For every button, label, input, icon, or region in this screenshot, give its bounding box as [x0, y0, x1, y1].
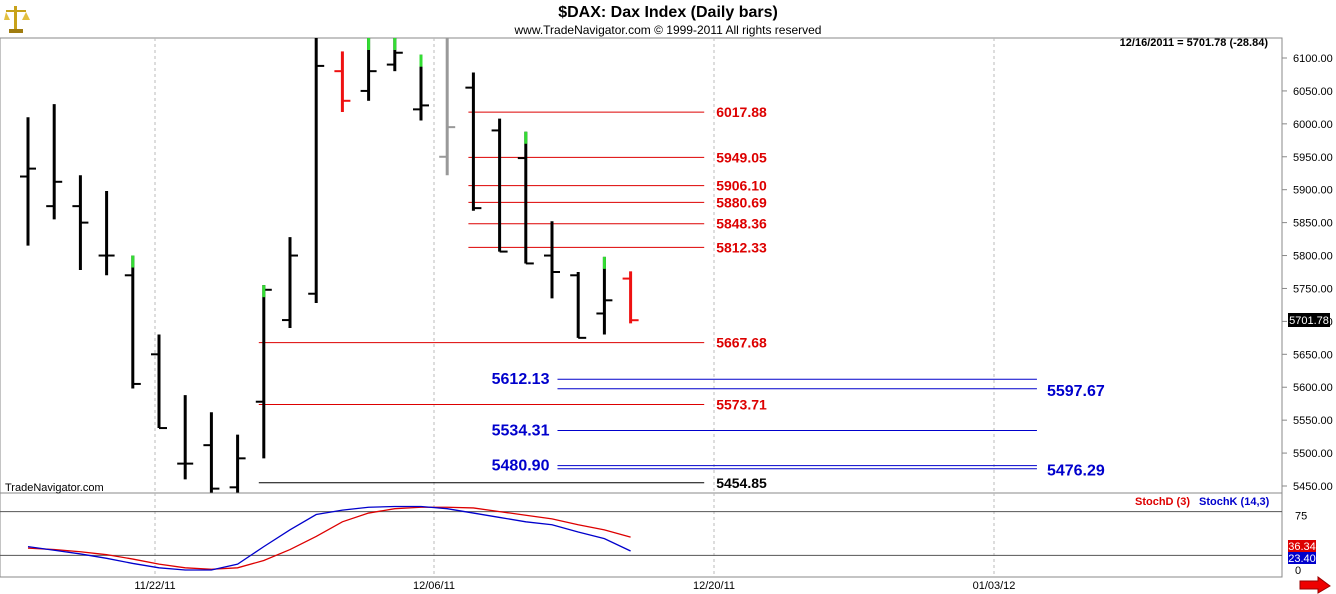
- y-tick-label: 5650.00: [1293, 349, 1333, 361]
- x-tick-label: 01/03/12: [973, 580, 1016, 592]
- y-tick-label: 5600.00: [1293, 382, 1333, 394]
- stoch-y-tick-label: 75: [1295, 510, 1307, 522]
- y-tick-label: 6100.00: [1293, 53, 1333, 65]
- level-label: 5612.13: [492, 371, 550, 388]
- level-label: 5534.31: [492, 422, 550, 439]
- stoch-last-box: [1288, 552, 1316, 564]
- grid-lines: [154, 38, 995, 577]
- last-price-box: 5701.78: [1288, 313, 1330, 327]
- level-label: 5597.67: [1047, 383, 1105, 400]
- y-tick-label: 5500.00: [1293, 448, 1333, 460]
- price-panel: [0, 37, 1283, 494]
- level-label: 5573.71: [716, 397, 767, 413]
- y-tick-label: 5450.00: [1293, 481, 1333, 493]
- scroll-right-arrow-icon[interactable]: [1299, 576, 1331, 594]
- y-tick-label: 6050.00: [1293, 86, 1333, 98]
- last-price-label: 5701.78: [1289, 315, 1329, 327]
- y-tick-label: 5800.00: [1293, 251, 1333, 263]
- last-price-info: 12/16/2011 = 5701.78 (-28.84): [1120, 37, 1269, 49]
- stoch-last-label: 23.40: [1288, 553, 1316, 565]
- y-tick-label: 6000.00: [1293, 119, 1333, 131]
- level-label: 5812.33: [716, 239, 767, 255]
- level-label: 5906.10: [716, 178, 767, 194]
- scales-of-justice-icon: [4, 6, 30, 33]
- copyright-text: www.TradeNavigator.com © 1999-2011 All r…: [514, 23, 822, 37]
- legend-stochk: StochK (14,3): [1199, 496, 1270, 508]
- date-axis: 11/22/11 12/06/11 12/20/11 01/03/12: [134, 580, 1015, 592]
- level-label: 5480.90: [492, 458, 550, 475]
- level-label: 5880.69: [716, 194, 767, 210]
- y-tick-label: 5850.00: [1293, 218, 1333, 230]
- stoch-panel: [0, 492, 1283, 578]
- y-tick-label: 5750.00: [1293, 283, 1333, 295]
- stochk-line: [27, 505, 631, 571]
- legend-stochd: StochD (3): [1135, 496, 1190, 508]
- y-tick-label: 5900.00: [1293, 185, 1333, 197]
- stoch-last-label: 36.34: [1288, 541, 1316, 553]
- stoch-y-tick-label: 0: [1295, 565, 1301, 577]
- level-label: 5454.85: [716, 475, 767, 491]
- level-label: 5667.68: [716, 335, 767, 351]
- x-tick-label: 11/22/11: [134, 580, 175, 592]
- level-label: 5848.36: [716, 216, 767, 232]
- y-tick-label: 5950.00: [1293, 152, 1333, 164]
- stochd-line: [27, 506, 631, 570]
- x-tick-label: 12/06/11: [413, 580, 455, 592]
- y-tick-label: 5550.00: [1293, 415, 1333, 427]
- level-label: 6017.88: [716, 104, 767, 120]
- x-tick-label: 12/20/11: [693, 580, 735, 592]
- stoch-last-box: [1288, 540, 1316, 552]
- watermark: TradeNavigator.com: [5, 482, 104, 494]
- price-axis: 6100.00 6050.00 6000.00 5950.00 5900.00 5850.…: [1282, 53, 1333, 493]
- level-label: 5476.29: [1047, 463, 1105, 480]
- level-label: 5949.05: [716, 149, 767, 165]
- ohlc-bars: [20, 38, 639, 493]
- chart-title: $DAX: Dax Index (Daily bars): [558, 4, 778, 21]
